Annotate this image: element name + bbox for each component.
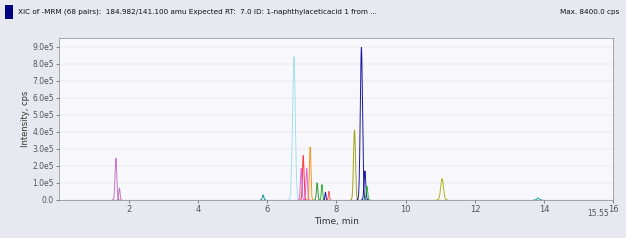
Bar <box>5 5 13 19</box>
Text: 15.55: 15.55 <box>587 209 608 218</box>
Text: Max. 8400.0 cps: Max. 8400.0 cps <box>560 9 620 15</box>
Y-axis label: Intensity, cps: Intensity, cps <box>21 91 29 147</box>
Text: XIC of -MRM (68 pairs):  184.982/141.100 amu Expected RT:  7.0 ID: 1-naphthylace: XIC of -MRM (68 pairs): 184.982/141.100 … <box>18 9 376 15</box>
X-axis label: Time, min: Time, min <box>314 217 359 226</box>
